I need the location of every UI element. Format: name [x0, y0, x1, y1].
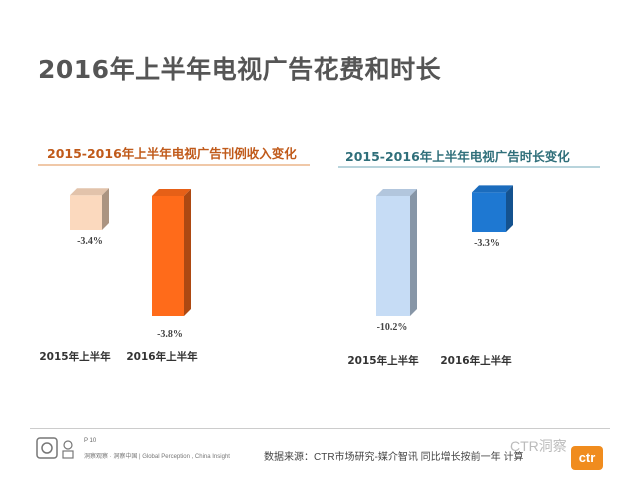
left-category-2015: 2015年上半年: [39, 350, 111, 363]
bar-side: [506, 185, 513, 232]
right-label-2015: -10.2%: [377, 322, 408, 333]
left-label-2016: -3.8%: [157, 329, 183, 340]
right-chart-title: 2015-2016年上半年电视广告时长变化: [345, 149, 570, 164]
bar-side: [184, 189, 191, 316]
bar-top: [152, 189, 191, 196]
left-bar-2016: [152, 189, 191, 316]
bar-top: [376, 189, 417, 196]
left-bar-2015: [70, 188, 109, 230]
ctr-logo: ctr: [571, 446, 603, 470]
footer-tagline: 洞察观察 · 洞察中国 | Global Perception , China …: [84, 454, 230, 460]
right-label-2016: -3.3%: [474, 238, 500, 249]
left-title-underline: [38, 164, 310, 166]
page-title: 2016年上半年电视广告花费和时长: [38, 55, 442, 84]
page-number: P 10: [84, 438, 97, 444]
left-label-2015: -3.4%: [77, 236, 103, 247]
right-title-underline: [338, 166, 600, 168]
bar-side: [410, 189, 417, 316]
right-bar-2016: [472, 185, 513, 232]
bar-side: [102, 188, 109, 230]
left-category-2016: 2016年上半年: [126, 350, 198, 363]
right-chart: -10.2% -3.3% 2015年上半年 2016年上半年: [347, 185, 513, 367]
bar-top: [70, 188, 109, 196]
data-source: 数据来源：CTR市场研究-媒介智讯 同比增长按前一年 计算: [264, 452, 524, 463]
left-chart-title: 2015-2016年上半年电视广告刊例收入变化: [47, 146, 297, 161]
bar-front: [472, 192, 506, 232]
bar-front: [376, 196, 410, 316]
watermark: CTR洞察: [510, 438, 567, 454]
bar-front: [70, 195, 102, 230]
right-bar-2015: [376, 189, 417, 316]
bar-front: [152, 196, 184, 316]
right-category-2015: 2015年上半年: [347, 354, 419, 367]
footer-divider: [30, 428, 610, 429]
left-chart: -3.4% -3.8% 2015年上半年 2016年上半年: [39, 188, 198, 363]
right-category-2016: 2016年上半年: [440, 354, 512, 367]
bar-top: [472, 185, 513, 193]
copyright-icons: [36, 437, 74, 459]
